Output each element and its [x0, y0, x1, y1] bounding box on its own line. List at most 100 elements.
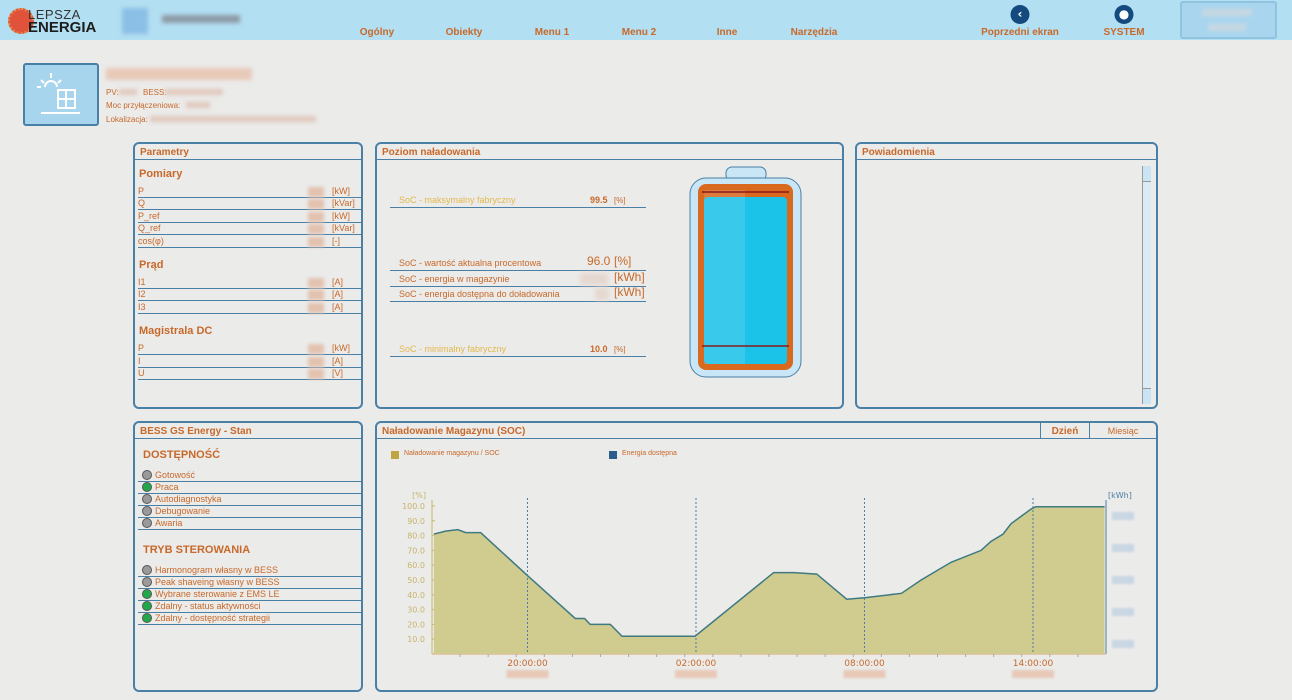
control-mode-item: Zdalny - status aktywności — [138, 601, 363, 613]
measurements-section-title: Pomiary — [139, 168, 183, 180]
current-row: I2 [A] — [138, 289, 361, 302]
param-value — [308, 278, 324, 288]
current-row: I3 [A] — [138, 302, 361, 314]
y2-tick-label-blurred — [1112, 544, 1134, 552]
param-label: I — [138, 355, 141, 366]
nav-ogolny[interactable]: Ogólny — [359, 27, 395, 38]
x-tick-date-blurred — [674, 670, 717, 678]
x-tick-date-blurred — [1011, 670, 1054, 678]
user-box-line2 — [1208, 24, 1246, 31]
soc-max-unit: [%] — [614, 196, 626, 205]
y-tick-label: 60.0 — [407, 561, 425, 570]
scroll-down-button[interactable] — [1143, 388, 1151, 404]
client-name — [162, 15, 240, 23]
y2-tick-label-blurred — [1112, 608, 1134, 616]
soc-current-value: 96.0 — [587, 254, 611, 268]
logo-text-top: LEPSZA — [28, 7, 81, 22]
y-tick-label: 10.0 — [407, 635, 425, 644]
site-location-label: Lokalizacja: — [106, 115, 148, 124]
user-box[interactable] — [1180, 1, 1277, 39]
system-button[interactable]: SYSTEM — [1103, 27, 1145, 38]
param-label: P — [138, 343, 145, 354]
param-value — [308, 199, 324, 210]
dc-bus-row: U [V] — [138, 368, 361, 380]
param-value — [308, 187, 324, 197]
status-label: Zdalny - status aktywności — [155, 601, 261, 611]
back-button[interactable]: Poprzedni ekran — [981, 27, 1059, 38]
status-title: BESS GS Energy - Stan — [135, 423, 361, 439]
site-bess-value — [165, 89, 223, 95]
top-bar: LEPSZA ENERGIA Ogólny Obiekty Menu 1 Men… — [0, 0, 1292, 40]
nav-inne[interactable]: Inne — [716, 27, 738, 38]
param-value — [308, 302, 324, 313]
site-pv-label: PV: — [106, 88, 119, 97]
nav-narzedzia[interactable]: Narzędzia — [790, 27, 838, 38]
soc-available-row: SoC - energia dostępna do doładowania [k… — [390, 286, 646, 302]
param-label: I1 — [138, 277, 146, 287]
y-tick-label: 100.0 — [402, 502, 425, 511]
param-unit: [A] — [332, 301, 344, 312]
control-mode-item: Wybrane sterowanie z EMS LE — [138, 589, 363, 601]
measurements-row: Q_ref [kVar] — [138, 223, 361, 236]
y-tick-label: 40.0 — [407, 591, 425, 600]
measurements-row: cos(φ) [-] — [138, 236, 361, 248]
status-label: Debugowanie — [155, 506, 211, 516]
param-value — [308, 236, 324, 247]
params-title: Parametry — [135, 144, 361, 160]
dc-bus-row: P [kW] — [138, 343, 361, 356]
measurements-row: P [kW] — [138, 186, 361, 198]
status-lamp-icon — [142, 482, 152, 492]
charge-title: Poziom naładowania — [377, 144, 842, 160]
y-tick-label: 30.0 — [407, 606, 425, 615]
param-unit: [kW] — [332, 186, 350, 196]
x-tick-label: 02:00:00 — [676, 659, 717, 669]
y-tick-label: 20.0 — [407, 620, 425, 629]
back-icon[interactable]: ‹ — [1010, 5, 1030, 24]
site-location-value — [150, 116, 316, 122]
param-value — [308, 356, 324, 367]
measurements-row: Q [kVar] — [138, 198, 361, 211]
param-value — [308, 344, 324, 355]
availability-item: Praca — [138, 482, 363, 494]
status-label: Harmonogram własny w BESS — [155, 565, 279, 575]
status-lamp-icon — [142, 601, 152, 611]
y-axis-label: [%] — [412, 491, 426, 500]
soc-min-row: SoC - minimalny fabryczny 10.0 [%] — [390, 343, 646, 357]
current-row: I1 [A] — [138, 277, 361, 289]
status-lamp-icon — [142, 494, 152, 504]
soc-energy-row: SoC - energia w magazynie [kWh] — [390, 271, 646, 287]
battery-gauge — [689, 166, 802, 378]
dc-bus-section-title: Magistrala DC — [139, 325, 213, 338]
param-label: Q_ref — [138, 223, 161, 234]
param-unit: [A] — [332, 289, 344, 300]
param-value — [308, 211, 324, 222]
client-logo — [122, 8, 148, 34]
status-lamp-icon — [142, 470, 152, 480]
soc-energy-label: SoC - energia w magazynie — [399, 274, 510, 284]
soc-area — [433, 506, 1105, 654]
soc-energy-value — [580, 273, 608, 285]
soc-current-unit: [%] — [614, 254, 632, 268]
nav-menu2[interactable]: Menu 2 — [621, 27, 657, 38]
nav-obiekty[interactable]: Obiekty — [445, 27, 483, 38]
notifications-scrollbar[interactable] — [1142, 166, 1151, 404]
params-panel: Parametry Pomiary P [kW] Q [kVar] P_ref [kW] Q_… — [133, 142, 363, 409]
status-lamp-icon — [142, 589, 152, 599]
param-unit: [kW] — [332, 343, 350, 354]
user-icon[interactable]: ● — [1114, 5, 1134, 24]
dc-bus-row: I [A] — [138, 356, 361, 368]
solar-panel-icon — [37, 73, 80, 114]
control-mode-item: Harmonogram własny w BESS — [138, 565, 363, 577]
soc-max-row: SoC - maksymalny fabryczny 99.5 [%] — [390, 194, 646, 208]
tab-month[interactable]: Miesiąc — [1089, 423, 1156, 439]
status-lamp-icon — [142, 565, 152, 575]
tab-day[interactable]: Dzień — [1040, 423, 1089, 439]
status-lamp-icon — [142, 506, 152, 516]
y-tick-label: 70.0 — [407, 546, 425, 555]
nav-menu1[interactable]: Menu 1 — [534, 27, 570, 38]
scroll-up-button[interactable] — [1143, 166, 1151, 182]
param-value — [308, 224, 324, 235]
legend-soc-label: Naładowanie magazynu / SOC — [404, 450, 500, 457]
status-label: Autodiagnostyka — [155, 494, 222, 504]
param-unit: [A] — [332, 277, 344, 287]
